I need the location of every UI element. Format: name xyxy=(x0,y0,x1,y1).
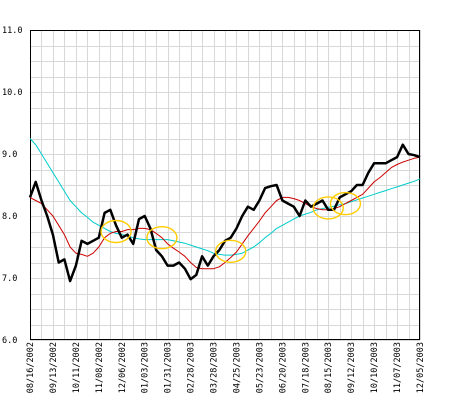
x-tick-label: 02/28/2003 xyxy=(187,342,197,393)
x-tick-label: 04/25/2003 xyxy=(232,342,242,393)
y-tick-label: 8.0 xyxy=(2,212,17,222)
annotation-circle xyxy=(329,191,362,216)
annotation-circle xyxy=(146,225,178,250)
axes: 6.0 7.0 8.0 9.0 10.0 11.0 08/16/2002 09/13/2002… xyxy=(2,26,426,393)
x-tick-label: 07/18/2003 xyxy=(301,342,311,393)
x-tick-label: 10/11/2002 xyxy=(72,342,82,393)
x-tick-label: 01/31/2003 xyxy=(164,342,174,393)
x-tick-label: 10/10/2003 xyxy=(370,342,380,393)
x-tick-label: 11/08/2002 xyxy=(95,342,105,393)
x-tick-label: 08/15/2003 xyxy=(324,342,334,393)
x-tick-label: 12/06/2002 xyxy=(118,342,128,393)
x-tick-label: 09/12/2003 xyxy=(347,342,357,393)
annotation-circle xyxy=(312,196,344,220)
grid xyxy=(30,30,421,341)
annotation-circles xyxy=(100,191,362,264)
annotation-circle xyxy=(215,239,247,264)
x-tick-label: 03/28/2003 xyxy=(210,342,220,393)
y-tick-label: 7.0 xyxy=(2,274,17,284)
x-tick-label: 06/20/2003 xyxy=(278,342,288,393)
y-tick-label: 11.0 xyxy=(2,26,22,36)
annotation-circle xyxy=(100,219,132,244)
x-tick-label: 05/23/2003 xyxy=(255,342,265,393)
x-tick-label: 11/07/2003 xyxy=(393,342,403,393)
x-tick-label: 12/05/2003 xyxy=(416,342,426,393)
x-tick-label: 01/03/2003 xyxy=(141,342,151,393)
x-tick-label: 09/13/2002 xyxy=(49,342,59,393)
x-tick-label: 08/16/2002 xyxy=(26,342,36,393)
y-tick-label: 9.0 xyxy=(2,150,17,160)
series-line-3 xyxy=(29,138,421,256)
series-line-2 xyxy=(29,156,421,270)
y-tick-label: 6.0 xyxy=(2,336,17,346)
plot-frame xyxy=(30,30,420,340)
y-tick-label: 10.0 xyxy=(2,88,22,98)
